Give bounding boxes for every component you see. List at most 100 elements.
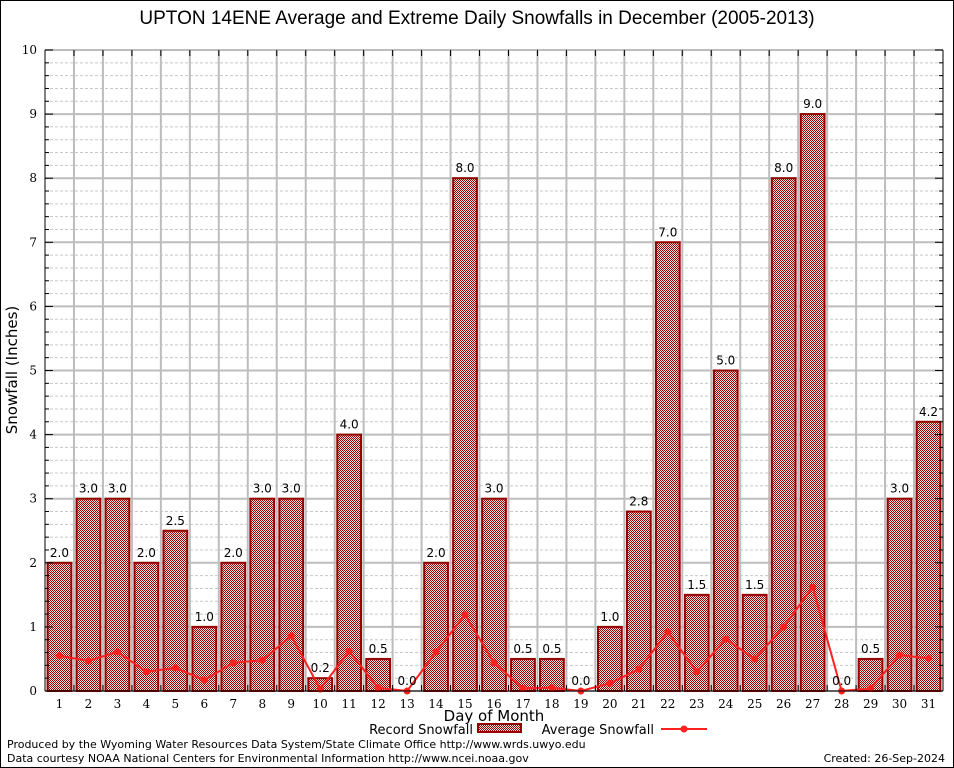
x-tick-label: 17 [515, 697, 530, 711]
bar-value-label: 3.0 [253, 482, 272, 496]
bar-value-label: 8.0 [774, 161, 793, 175]
footer-produced-by: Produced by the Wyoming Water Resources … [7, 738, 586, 751]
average-snowfall-point [519, 684, 527, 692]
legend-record-snowfall-label: Record Snowfall [369, 723, 473, 738]
bar-value-label: 1.0 [195, 610, 214, 624]
bar-value-label: 2.0 [50, 546, 69, 560]
x-tick-label: 13 [399, 697, 414, 711]
bar-value-label: 0.5 [861, 642, 880, 656]
y-tick-label: 0 [29, 684, 37, 698]
average-snowfall-point [142, 668, 150, 676]
bar-value-label: 1.5 [745, 578, 764, 592]
average-snowfall-point [751, 655, 759, 663]
record-snowfall-bar [278, 497, 305, 693]
y-tick-label: 9 [29, 107, 37, 121]
bar-value-label: 8.0 [455, 161, 474, 175]
x-tick-label: 26 [776, 697, 791, 711]
average-snowfall-point [345, 647, 353, 655]
average-snowfall-point [113, 648, 121, 656]
x-tick-label: 16 [486, 697, 501, 711]
bar-value-label: 3.0 [890, 482, 909, 496]
average-snowfall-point [258, 656, 266, 664]
record-snowfall-bar [886, 497, 913, 693]
x-tick-label: 7 [229, 697, 237, 711]
record-snowfall-bar [625, 510, 652, 692]
bar-value-labels: 2.0 3.0 3.0 2.0 2.5 1.0 2.0 3.0 3.0 0.2 4.0 0.5 0.0 2… [50, 97, 938, 688]
x-tick-label: 4 [143, 697, 151, 711]
record-snowfall-bar [654, 241, 681, 693]
x-tick-label: 2 [85, 697, 93, 711]
bar-value-label: 3.0 [79, 482, 98, 496]
bar-value-label: 0.2 [311, 661, 330, 675]
bar-value-label: 0.0 [398, 674, 417, 688]
bar-value-label: 7.0 [658, 225, 677, 239]
x-tick-label: 29 [863, 697, 878, 711]
bar-value-label: 0.5 [369, 642, 388, 656]
bar-value-label: 9.0 [803, 97, 822, 111]
average-snowfall-point [229, 659, 237, 667]
record-snowfall-bars [46, 113, 942, 693]
average-snowfall-point [780, 623, 788, 631]
average-snowfall-point [896, 651, 904, 659]
y-tick-label: 6 [29, 299, 37, 313]
x-tick-label: 24 [718, 697, 734, 711]
average-snowfall-point [287, 632, 295, 640]
footer-data-courtesy: Data courtesy NOAA National Centers for … [7, 752, 529, 765]
x-tick-label: 28 [834, 697, 849, 711]
y-tick-label: 10 [22, 43, 37, 57]
x-tick-label: 18 [544, 697, 559, 711]
record-snowfall-bar [915, 420, 942, 692]
average-snowfall-point [84, 657, 92, 665]
record-snowfall-bar [741, 593, 768, 692]
y-tick-label: 4 [29, 428, 37, 442]
x-tick-label: 10 [313, 697, 328, 711]
average-snowfall-point [548, 684, 556, 692]
record-snowfall-bar [683, 593, 710, 692]
record-snowfall-bar [423, 561, 449, 692]
bar-value-label: 3.0 [108, 482, 127, 496]
bar-value-label: 1.5 [687, 578, 706, 592]
x-tick-label: 8 [258, 697, 266, 711]
y-tick-label: 1 [29, 620, 37, 634]
average-snowfall-point [374, 684, 382, 692]
bar-value-label: 0.0 [832, 674, 851, 688]
x-tick-label: 20 [602, 697, 617, 711]
y-tick-label: 7 [29, 235, 37, 249]
x-tick-label: 25 [747, 697, 762, 711]
bar-value-label: 2.0 [427, 546, 446, 560]
average-snowfall-point [925, 654, 933, 662]
record-snowfall-bar [712, 369, 739, 692]
x-tick-label: 14 [428, 697, 444, 711]
average-snowfall-point [867, 684, 875, 692]
x-axis-title: Day of Month [444, 707, 545, 725]
average-snowfall-point [693, 668, 701, 676]
average-snowfall-point [664, 628, 672, 636]
bar-value-label: 3.0 [282, 482, 301, 496]
y-tick-label: 3 [29, 492, 37, 506]
x-tick-label: 3 [114, 697, 122, 711]
average-snowfall-point [722, 635, 730, 643]
x-tick-label: 6 [201, 697, 209, 711]
bar-value-label: 2.8 [629, 495, 648, 509]
bar-value-label: 4.0 [340, 418, 359, 432]
x-tick-label: 31 [921, 697, 936, 711]
x-tick-label: 19 [573, 697, 588, 711]
average-snowfall-point [316, 685, 324, 693]
chart-title: UPTON 14ENE Average and Extreme Daily Sn… [139, 8, 815, 29]
average-snowfall-point [461, 611, 469, 619]
record-snowfall-bar [220, 561, 247, 692]
footer-created-date: Created: 26-Sep-2024 [823, 752, 945, 765]
average-snowfall-line [55, 583, 933, 695]
x-tick-label: 1 [56, 697, 64, 711]
x-tick-label: 9 [287, 697, 295, 711]
average-snowfall-point [55, 652, 63, 660]
y-tick-label: 2 [29, 556, 37, 570]
x-tick-label: 5 [172, 697, 180, 711]
bar-value-label: 2.0 [137, 546, 156, 560]
bar-value-label: 0.0 [571, 674, 590, 688]
bar-value-label: 2.5 [166, 514, 185, 528]
x-tick-label: 23 [689, 697, 704, 711]
record-snowfall-bar [799, 113, 826, 693]
